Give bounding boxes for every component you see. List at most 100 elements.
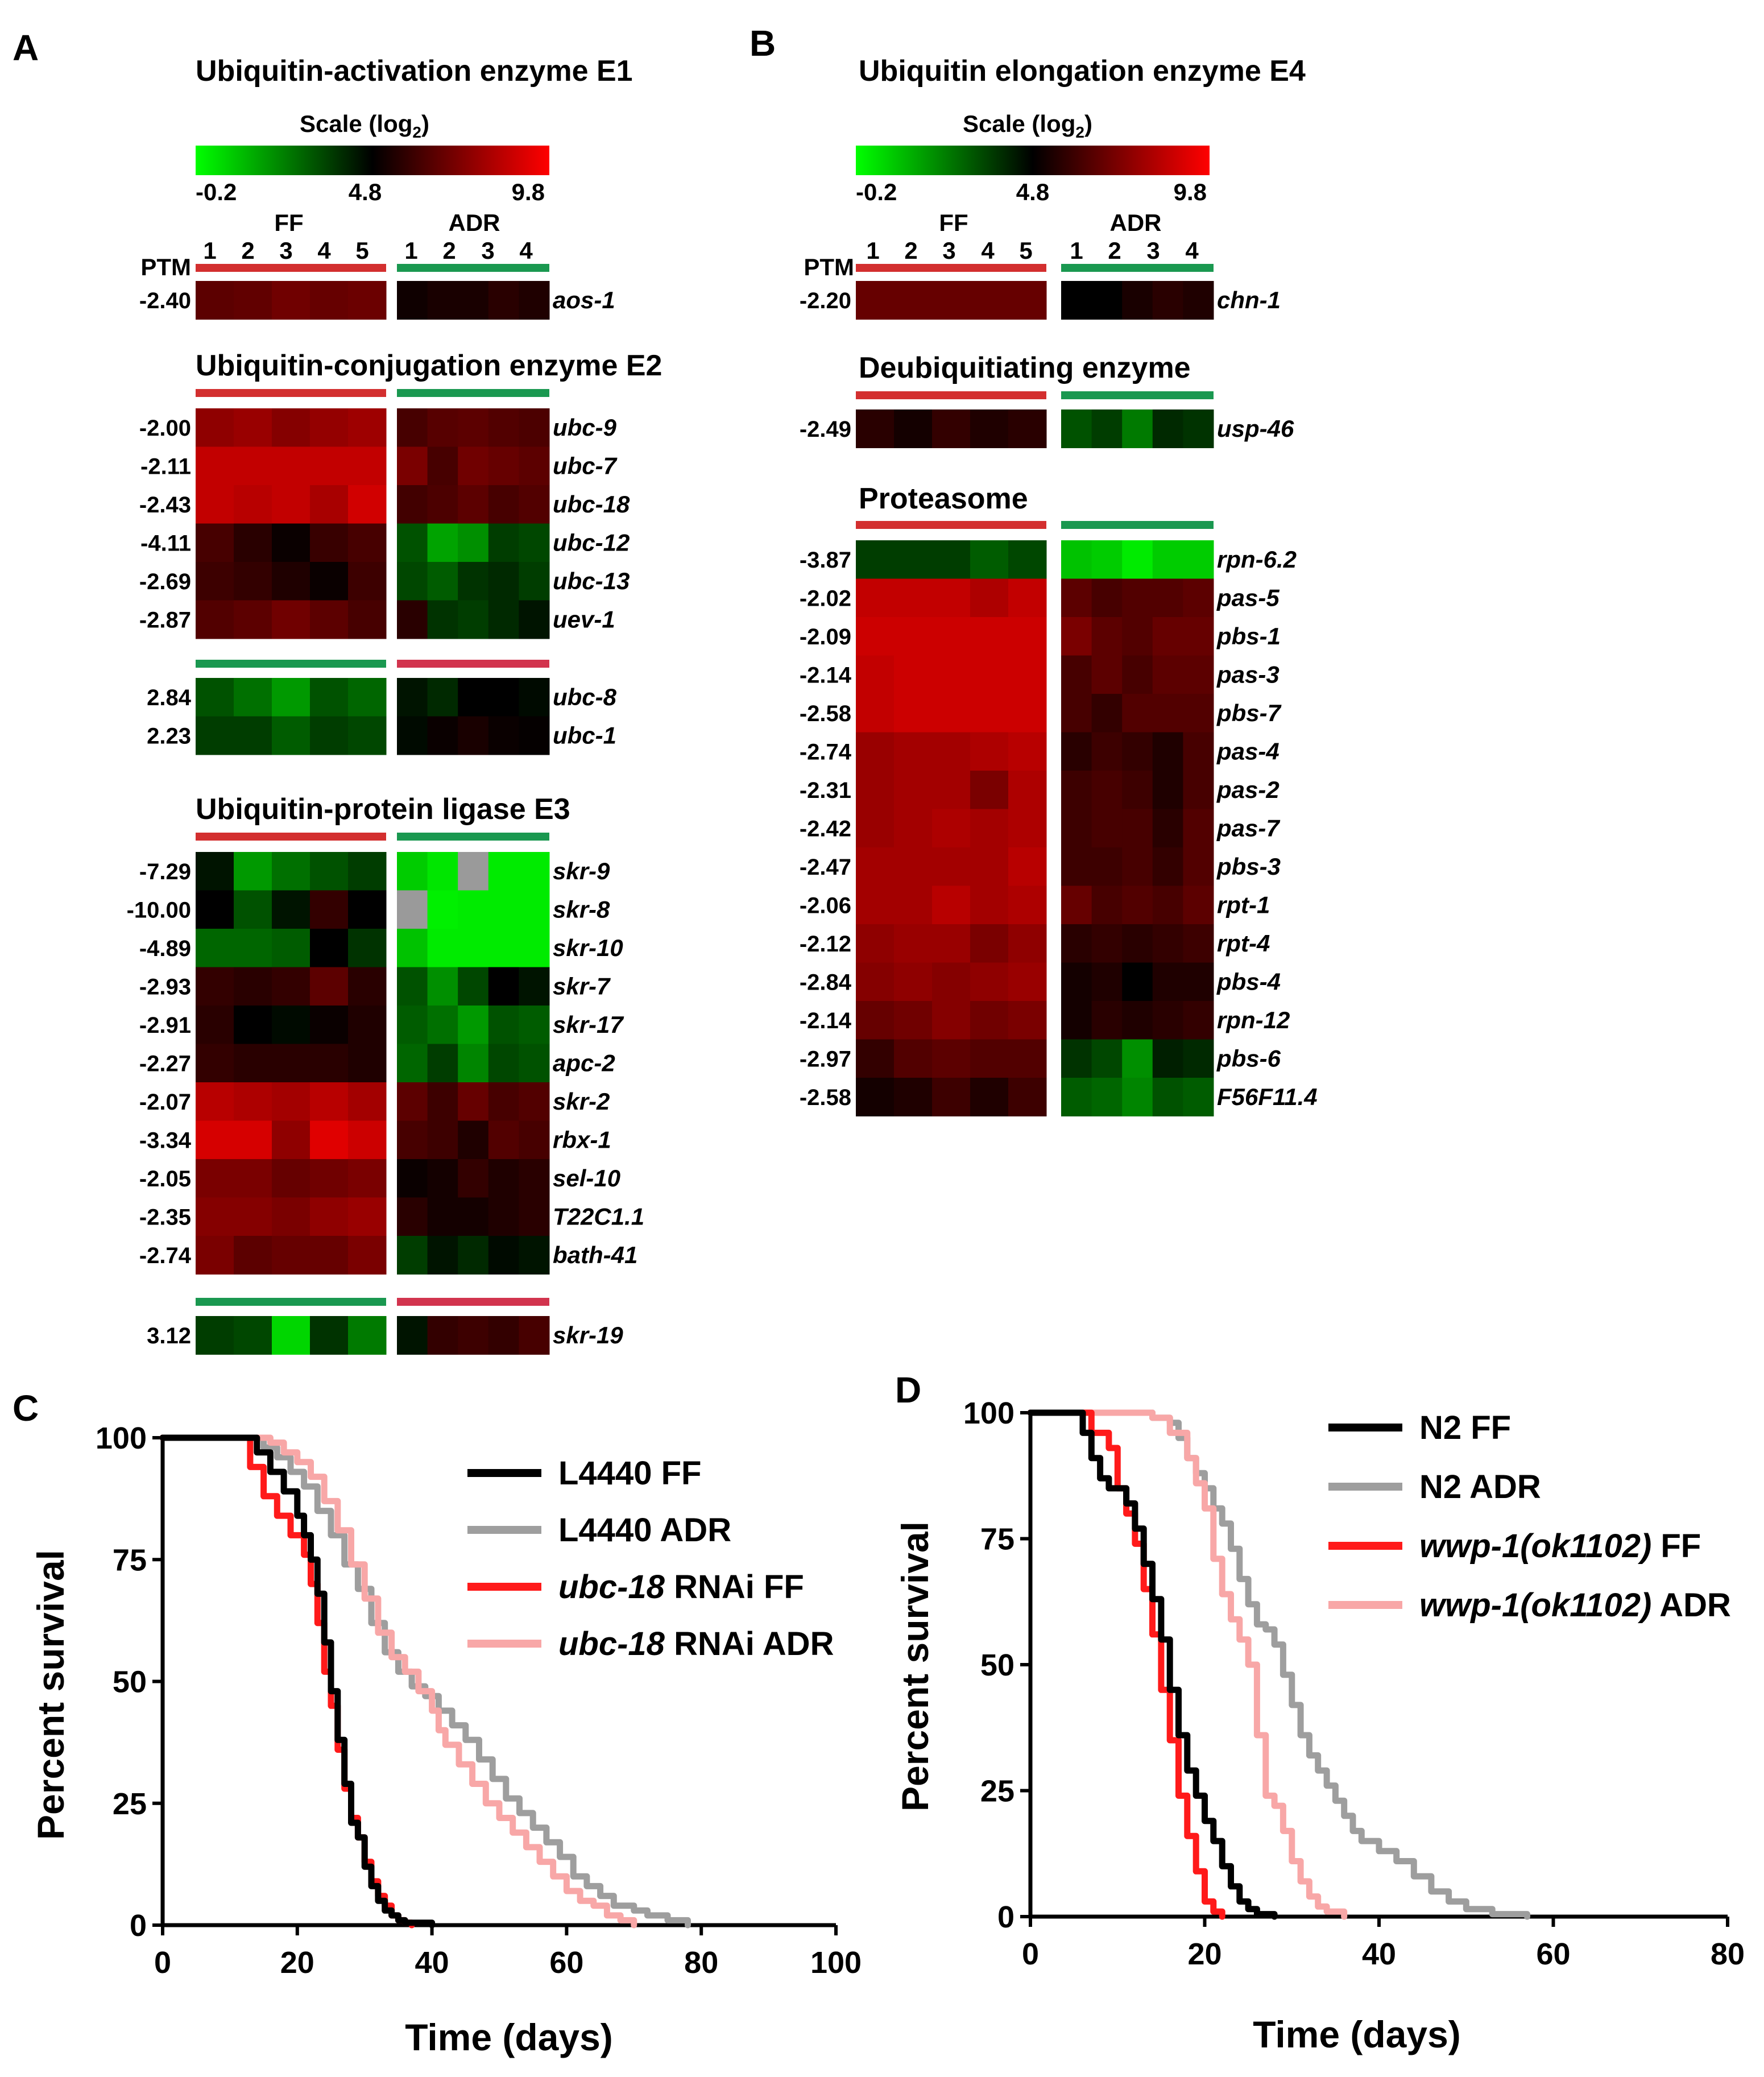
gene-label: rpn-12 [1217,1007,1290,1033]
heat-cell-ff [272,446,310,486]
heat-cell-adr [1183,924,1214,963]
heat-cell-ff [856,578,895,618]
heat-cell-adr [1122,281,1153,320]
heat-cell-ff [234,678,272,717]
group-bar-adr [397,833,549,841]
heat-cell-adr [427,1197,458,1236]
heat-cell-ff [196,1236,234,1275]
ptm-value: -2.74 [800,739,852,764]
heat-cell-adr [519,890,550,929]
x-tick-label: 80 [684,1946,718,1980]
scale-gradient-bar [856,146,1210,175]
heat-cell-adr [427,1082,458,1121]
ptm-value: -2.87 [139,607,191,632]
heat-cell-ff [272,281,310,320]
heat-cell-ff [894,847,933,886]
heat-cell-ff [1008,771,1047,809]
y-tick-label: 50 [113,1665,147,1699]
col-ff-1: 1 [203,237,216,264]
heat-cell-adr [488,485,519,524]
survival-chart-c: 0 20 40 60 80 100 0 25 50 75 100 Time (days) Perce… [30,1421,862,2058]
heat-cell-adr [397,446,428,486]
ptm-value: -2.05 [139,1166,191,1191]
col-adr-2: 2 [1108,237,1121,264]
legend-label: N2 ADR [1419,1468,1541,1505]
gene-label: pbs-3 [1216,853,1281,880]
heat-cell-ff [932,924,971,963]
gene-label: skr-9 [553,858,610,884]
heat-cell-ff [234,929,272,967]
group-bar-ff [856,264,1046,272]
heat-cell-adr [397,1236,428,1275]
heat-cell-ff [856,540,895,579]
ptm-value: -2.31 [800,778,851,803]
heat-cell-ff [348,852,387,891]
heat-cell-adr [488,1006,519,1044]
scale-max: 9.8 [1174,179,1207,205]
heat-cell-ff [856,732,895,771]
heat-cell-adr [427,523,458,562]
heat-cell-adr [1122,694,1153,733]
heat-cell-adr [1061,617,1092,656]
heat-cell-ff [272,852,310,891]
heat-cell-adr [519,1159,550,1198]
ptm-value: -2.07 [139,1090,191,1115]
heat-cell-ff [970,655,1009,694]
gene-label: skr-17 [553,1011,624,1038]
adr-group-label: ADR [1110,209,1162,236]
heat-cell-adr [1091,578,1123,618]
col-ff-3: 3 [942,237,955,264]
ptm-value: -2.84 [800,970,852,995]
heat-cell-adr [1091,809,1123,848]
heat-cell-ff [272,1006,310,1044]
heat-cell-adr [1122,409,1153,448]
heat-cell-adr [1183,771,1214,809]
heat-cell-adr [1183,732,1214,771]
heat-cell-adr [488,523,519,562]
group-bar-ff [196,264,386,272]
group-bar-ff [196,660,386,668]
section-title-e2: Ubiquitin-conjugation enzyme E2 [196,349,662,382]
group-bar-adr [1061,521,1214,529]
heat-cell-ff [856,1039,895,1078]
heat-cell-adr [1061,578,1092,618]
heat-cell-adr [1183,578,1214,618]
gene-label: ubc-8 [553,684,617,710]
y-tick-label: 100 [963,1396,1014,1430]
ptm-value: -2.20 [800,288,851,313]
heat-cell-ff [310,1197,349,1236]
heat-cell-adr [397,1082,428,1121]
heat-cell-ff [856,409,895,448]
scale-gradient-bar [196,146,549,175]
ptm-value: -4.11 [140,531,191,556]
scale-min: -0.2 [196,179,237,205]
heat-cell-ff [932,694,971,733]
heat-cell-ff [234,600,272,639]
heat-cell-adr [1152,732,1183,771]
heat-cell-adr [1091,1078,1123,1116]
ptm-value: -2.97 [800,1046,851,1071]
heat-cell-adr [1183,281,1214,320]
gene-label: ubc-13 [553,568,630,594]
heat-cell-ff [970,886,1009,925]
heat-cell-adr [397,1316,428,1355]
ptm-value: 3.12 [147,1323,191,1348]
heat-cell-ff [894,281,933,320]
ptm-value: -2.93 [139,974,191,999]
legend-d: N2 FF N2 ADR wwp-1(ok1102) FF wwp-1(ok1102)… [1328,1409,1731,1624]
heat-cell-ff [932,1001,971,1040]
heat-cell-ff [310,852,349,891]
col-ff-3: 3 [279,237,292,264]
ptm-value: -2.49 [800,417,851,442]
heat-cell-adr [488,1044,519,1083]
heat-cell-adr [458,1044,489,1083]
x-axis-label-d: Time (days) [1253,2013,1461,2055]
heat-cell-ff [932,962,971,1002]
heat-cell-ff [894,409,933,448]
heat-cell-ff [272,1316,310,1355]
ptm-value: -2.06 [800,893,851,918]
curves-c [159,1434,691,1929]
heat-cell-adr [1152,578,1183,618]
heat-cell-adr [488,967,519,1006]
heat-cell-adr [1122,578,1153,618]
